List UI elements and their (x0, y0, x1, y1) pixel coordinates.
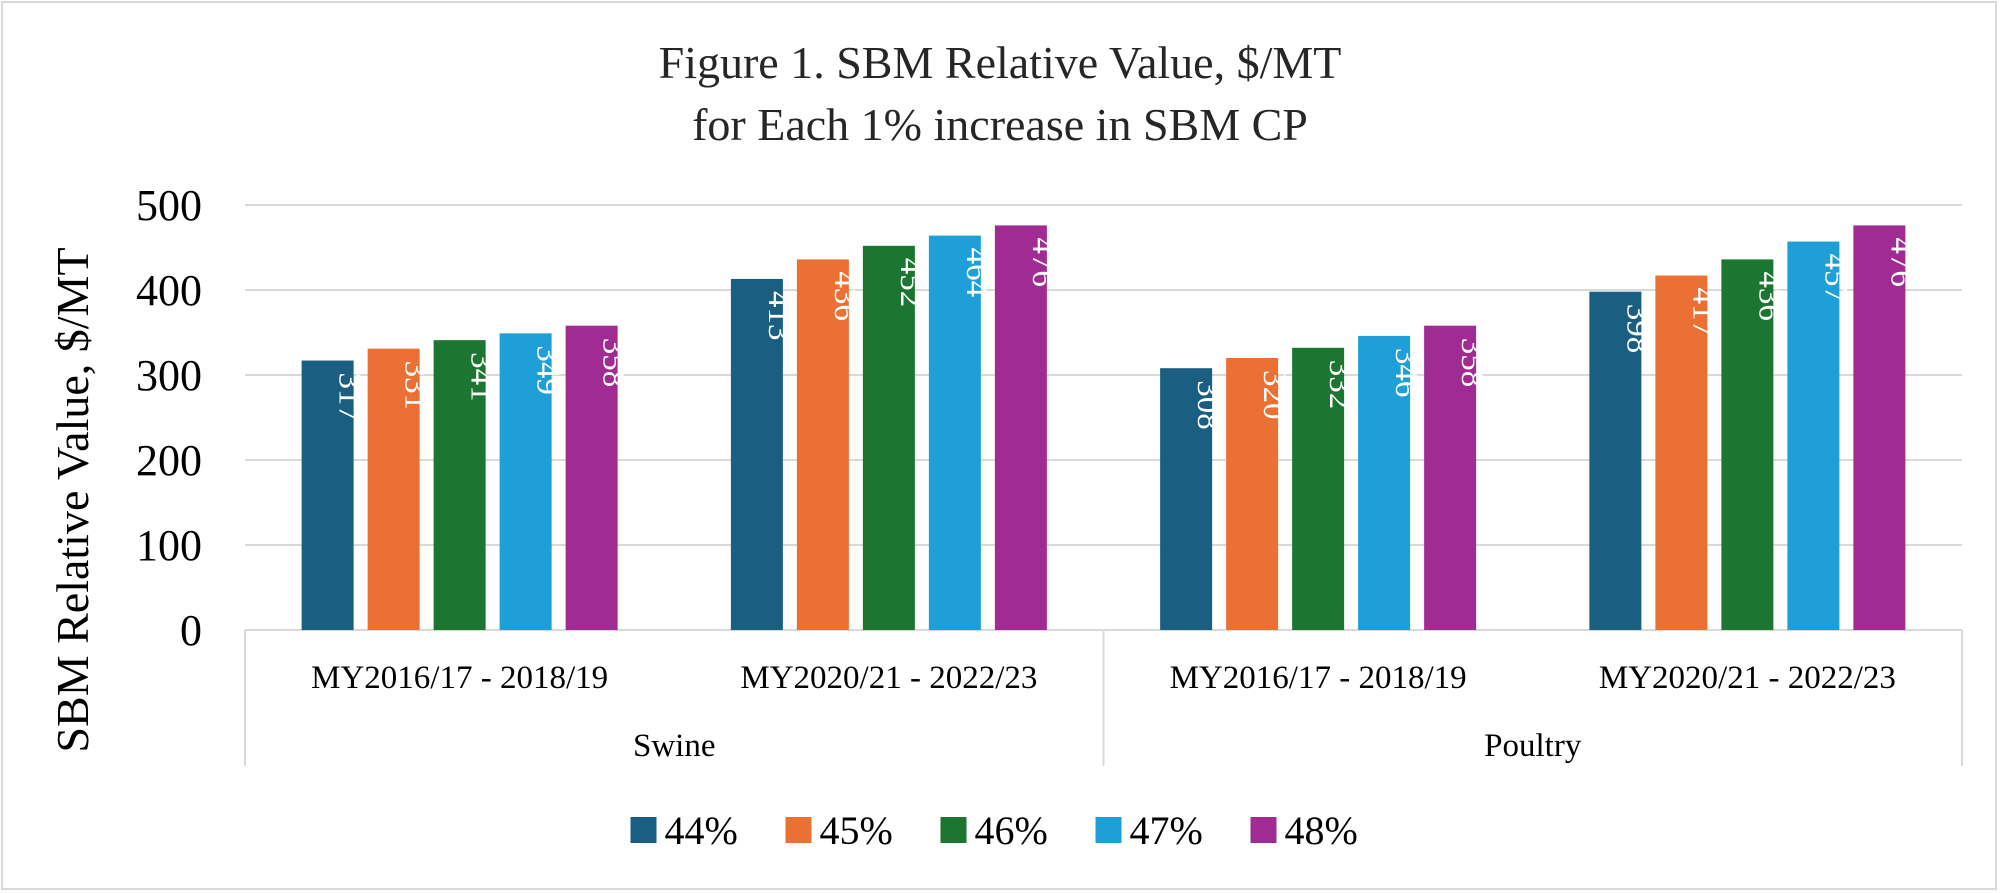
chart-title-line-2: for Each 1% increase in SBM CP (692, 99, 1308, 150)
data-label: 417 (1685, 288, 1721, 338)
bar (1424, 325, 1477, 630)
legend-label: 47% (1130, 808, 1203, 853)
chart-title-line-1: Figure 1. SBM Relative Value, $/MT (659, 37, 1342, 88)
bar (994, 225, 1047, 630)
axes: 0 100 200 300 400 500 MY2016/17 - 2018/19 MY202… (136, 181, 1963, 766)
bar (796, 259, 849, 630)
legend: 44% 45% 46% 47% 48% (630, 808, 1358, 853)
data-label: 331 (398, 361, 434, 411)
bar (928, 235, 981, 630)
data-label: 308 (1190, 380, 1226, 430)
y-axis-label: SBM Relative Value, $/MT (47, 247, 98, 752)
data-labels: 317 331 341 349 358 413 436 452 464 476 308 320 332 3… (332, 237, 1920, 429)
data-label: 341 (464, 352, 500, 402)
bar (1358, 335, 1411, 630)
y-tick-label: 200 (136, 436, 202, 485)
x-tick-label: MY2016/17 - 2018/19 (311, 660, 608, 696)
y-tick-label: 400 (136, 266, 202, 315)
x-group-label: Swine (633, 728, 716, 764)
legend-swatch (785, 817, 812, 843)
data-label: 346 (1388, 348, 1424, 398)
legend-swatch (1095, 817, 1122, 843)
bar (433, 340, 486, 630)
bar (367, 348, 420, 630)
bar (730, 278, 783, 630)
data-label: 358 (596, 338, 632, 388)
data-label: 398 (1619, 304, 1655, 354)
bar (565, 325, 618, 630)
bar (1292, 347, 1345, 630)
data-label: 349 (530, 345, 566, 395)
bar (1589, 291, 1642, 630)
legend-label: 46% (975, 808, 1048, 853)
data-label: 476 (1883, 237, 1919, 287)
data-label: 457 (1817, 254, 1853, 303)
data-label: 436 (1751, 271, 1787, 321)
bar (1160, 368, 1213, 630)
y-tick-label: 300 (136, 351, 202, 400)
legend-swatch (940, 817, 967, 843)
legend-swatch (630, 817, 657, 843)
legend-label: 45% (820, 808, 893, 853)
legend-swatch (1250, 817, 1277, 843)
bar (1853, 225, 1906, 630)
data-label: 452 (893, 258, 929, 308)
data-label: 317 (332, 373, 368, 423)
data-label: 413 (761, 291, 797, 341)
bar (862, 245, 915, 631)
bar (1721, 259, 1774, 630)
data-label: 358 (1454, 338, 1490, 388)
y-tick-label: 0 (180, 606, 202, 655)
x-tick-label: MY2020/21 - 2022/23 (1599, 660, 1896, 696)
data-label: 332 (1322, 360, 1358, 410)
x-group-label: Poultry (1484, 728, 1582, 764)
bar (301, 360, 354, 630)
x-tick-label: MY2020/21 - 2022/23 (740, 660, 1037, 696)
y-tick-label: 500 (136, 181, 202, 230)
legend-label: 44% (665, 808, 738, 853)
bar (1226, 358, 1279, 630)
data-label: 476 (1025, 237, 1061, 287)
bar (499, 333, 552, 630)
bar (1787, 241, 1840, 631)
legend-label: 48% (1285, 808, 1358, 853)
y-tick-label: 100 (136, 521, 202, 570)
bar (1655, 275, 1708, 630)
data-label: 436 (827, 271, 863, 321)
data-label: 320 (1256, 370, 1292, 420)
bars (301, 225, 1906, 631)
data-label: 464 (959, 248, 995, 298)
x-tick-label: MY2016/17 - 2018/19 (1170, 660, 1467, 696)
